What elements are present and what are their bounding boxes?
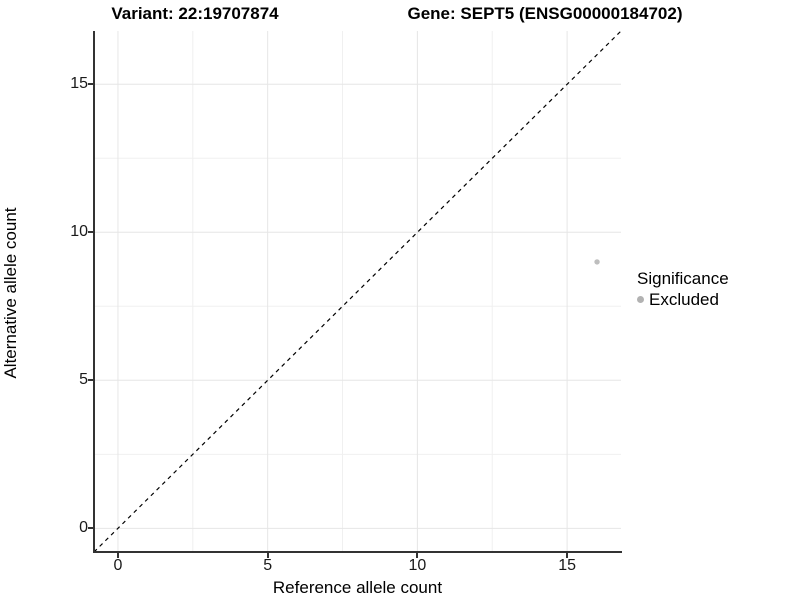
legend-entry-label: Excluded [649, 289, 719, 309]
x-tick-label: 15 [558, 557, 576, 574]
y-tick-label: 0 [79, 519, 88, 537]
legend-title: Significance [637, 269, 729, 288]
y-tick-mark [88, 379, 93, 382]
y-tick-mark [88, 83, 93, 86]
y-tick-label: 5 [79, 371, 88, 389]
x-tick-label: 5 [263, 557, 273, 574]
x-axis-title: Reference allele count [272, 578, 443, 597]
gene-title: Gene: SEPT5 (ENSG00000184702) [407, 4, 683, 23]
legend: Significance Excluded [637, 268, 729, 310]
x-tick-mark [266, 553, 269, 558]
y-tick-label: 10 [70, 223, 88, 241]
y-tick-mark [88, 231, 93, 234]
excluded-point-icon [637, 296, 644, 303]
x-tick-label: 10 [408, 557, 427, 574]
x-tick-mark [416, 553, 419, 558]
plot-panel [94, 31, 621, 552]
x-tick-mark [116, 553, 119, 558]
variant-title: Variant: 22:19707874 [111, 4, 279, 23]
scatter-plot-canvas [94, 31, 621, 552]
legend-entry-excluded: Excluded [637, 289, 729, 310]
data-point-excluded [594, 259, 600, 265]
y-axis-title: Alternative allele count [1, 207, 20, 379]
identity-dashed-line [94, 31, 621, 552]
y-tick-label: 15 [70, 75, 88, 93]
x-axis-line [93, 551, 622, 553]
y-axis-line [93, 31, 95, 553]
y-tick-mark [88, 527, 93, 530]
x-tick-label: 0 [113, 557, 123, 574]
x-tick-mark [566, 553, 569, 558]
